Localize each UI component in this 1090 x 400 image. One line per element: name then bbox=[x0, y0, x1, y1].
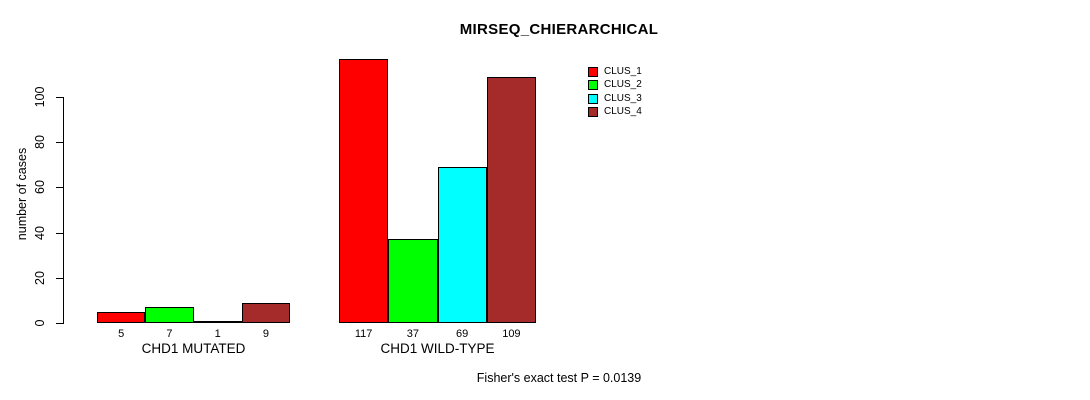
bar-clus-1-chd1-mutated bbox=[97, 312, 145, 323]
group-label-chd1-wild-type: CHD1 WILD-TYPE bbox=[380, 341, 495, 356]
bar-clus-4-chd1-wild-type bbox=[487, 77, 536, 323]
y-axis-tick-label: 40 bbox=[33, 226, 47, 240]
bar-clus-3-chd1-wild-type bbox=[438, 167, 487, 323]
bar-value-clus-4-chd1-wild-type: 109 bbox=[502, 328, 521, 340]
y-axis-tick-label: 0 bbox=[33, 319, 47, 327]
legend-swatch-clus-3-icon bbox=[588, 93, 598, 104]
bar-value-clus-3-chd1-mutated: 1 bbox=[214, 328, 221, 340]
bar-value-clus-4-chd1-mutated: 9 bbox=[262, 328, 269, 340]
legend: CLUS_1 CLUS_2 CLUS_3 CLUS_4 bbox=[588, 65, 642, 119]
y-axis-tick bbox=[56, 142, 63, 143]
legend-item-clus-2: CLUS_2 bbox=[588, 79, 642, 93]
legend-swatch-clus-2-icon bbox=[588, 80, 598, 91]
y-axis-tick-label: 80 bbox=[33, 135, 47, 149]
chart-title: MIRSEQ_CHIERARCHICAL bbox=[459, 21, 659, 38]
bar-clus-2-chd1-mutated bbox=[145, 307, 194, 323]
y-axis-tick bbox=[56, 187, 63, 188]
bar-value-clus-1-chd1-mutated: 5 bbox=[118, 328, 125, 340]
legend-item-clus-1: CLUS_1 bbox=[588, 65, 642, 79]
legend-label-clus-1: CLUS_1 bbox=[604, 65, 642, 77]
legend-item-clus-4: CLUS_4 bbox=[588, 106, 642, 120]
y-axis-tick-label: 20 bbox=[33, 271, 47, 285]
annotation-fisher-test: Fisher's exact test P = 0.0139 bbox=[476, 371, 642, 385]
y-axis-tick-label: 100 bbox=[33, 86, 47, 108]
y-axis-label: number of cases bbox=[15, 147, 29, 241]
y-axis-line bbox=[63, 97, 64, 324]
legend-item-clus-3: CLUS_3 bbox=[588, 92, 642, 106]
bar-value-clus-1-chd1-wild-type: 117 bbox=[354, 328, 373, 340]
bar-value-clus-2-chd1-mutated: 7 bbox=[166, 328, 173, 340]
bar-clus-1-chd1-wild-type bbox=[339, 59, 388, 323]
bar-value-clus-2-chd1-wild-type: 37 bbox=[406, 328, 419, 340]
bar-value-clus-3-chd1-wild-type: 69 bbox=[456, 328, 469, 340]
bar-clus-4-chd1-mutated bbox=[242, 303, 290, 323]
legend-label-clus-3: CLUS_3 bbox=[604, 92, 642, 104]
legend-label-clus-4: CLUS_4 bbox=[604, 106, 642, 118]
bar-clus-2-chd1-wild-type bbox=[388, 239, 438, 323]
y-axis-tick-label: 60 bbox=[33, 180, 47, 194]
legend-swatch-clus-1-icon bbox=[588, 66, 598, 77]
legend-label-clus-2: CLUS_2 bbox=[604, 79, 642, 91]
y-axis-tick bbox=[56, 233, 63, 234]
bar-clus-3-chd1-mutated bbox=[194, 321, 242, 323]
group-label-chd1-mutated: CHD1 MUTATED bbox=[141, 341, 246, 356]
y-axis-tick bbox=[56, 278, 63, 279]
y-axis-tick bbox=[56, 97, 63, 98]
y-axis-tick bbox=[56, 323, 63, 324]
legend-swatch-clus-4-icon bbox=[588, 107, 598, 118]
